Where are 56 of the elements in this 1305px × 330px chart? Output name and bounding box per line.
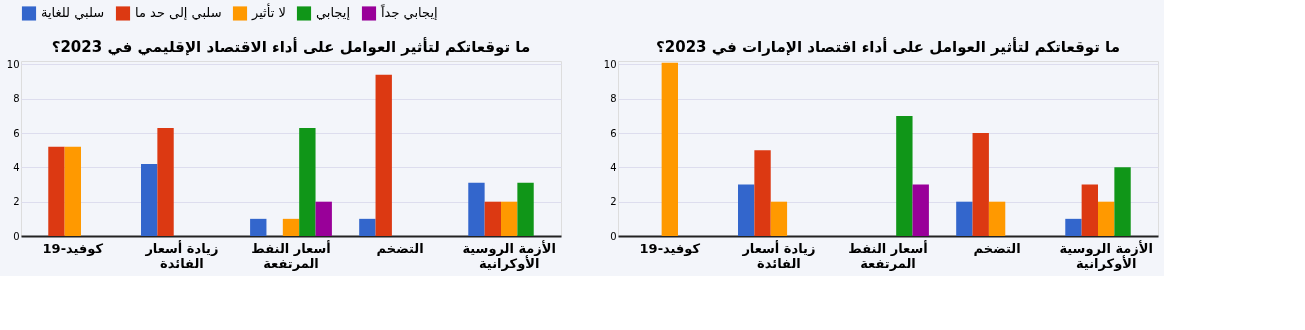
bar [1098,201,1115,236]
x-tick-label: أسعار النفط المرتفعة [251,239,331,271]
x-tick-label: الأزمة الروسية الأوكرانية [462,239,556,271]
x-tick-label: كوفيد-19 [639,240,701,256]
bar [299,127,316,236]
y-tick-label: 10 [603,58,617,70]
bar [484,201,501,236]
bar [770,201,788,236]
y-tick-label: 4 [13,161,20,173]
bar [754,150,771,236]
y-tick-label: 8 [610,93,617,105]
bar [468,182,485,236]
legend-label: سلبي للغاية [41,5,105,21]
bar [988,201,1006,236]
bar [282,218,300,236]
y-tick-label: 6 [13,127,20,139]
chart-title: ما توقعاتكم لتأثير العوامل على أداء الاقتصاد الإقليمي في 2023؟ [51,37,531,57]
bar [661,62,678,236]
bar [972,133,989,236]
chart-title: ما توقعاتكم لتأثير العوامل على أداء اقتصاد الإمارات في 2023؟ [656,37,1120,57]
bar [1065,218,1082,236]
y-tick-label: 8 [13,93,20,105]
y-tick-label: 6 [610,127,617,139]
bar [1081,184,1098,236]
bar [375,74,392,236]
bar [157,127,174,236]
x-tick-label: الأزمة الروسية الأوكرانية [1059,239,1153,271]
bar [517,182,534,236]
y-tick-label: 2 [610,196,617,208]
y-tick-label: 4 [610,161,617,173]
bar [912,184,929,236]
legend-label: إيجابي [316,5,351,21]
x-tick-label: التضخم [376,240,424,256]
bar [64,146,81,236]
bar [359,218,376,236]
bar [48,146,65,236]
bar [956,201,973,236]
y-tick-label: 10 [6,58,20,70]
bar [738,184,755,236]
x-tick-label: أسعار النفط المرتفعة [848,239,928,271]
y-tick-label: 2 [13,196,20,208]
legend-label: إيجابي جداً [380,3,438,21]
bar [250,218,267,236]
bar [141,163,158,236]
bar [315,201,332,236]
bar [501,201,518,236]
bar [1114,167,1131,236]
x-tick-label: كوفيد-19 [42,240,104,256]
legend-label: لا تأثير [251,3,286,22]
x-tick-label: زيادة أسعار الفائدة [741,239,816,271]
legend-label: سلبي إلى حد ما [135,5,222,21]
x-tick-label: زيادة أسعار الفائدة [144,239,219,271]
bar [896,115,913,236]
y-tick-label: 0 [13,230,20,242]
y-tick-label: 0 [610,230,617,242]
x-tick-label: التضخم [973,240,1021,256]
